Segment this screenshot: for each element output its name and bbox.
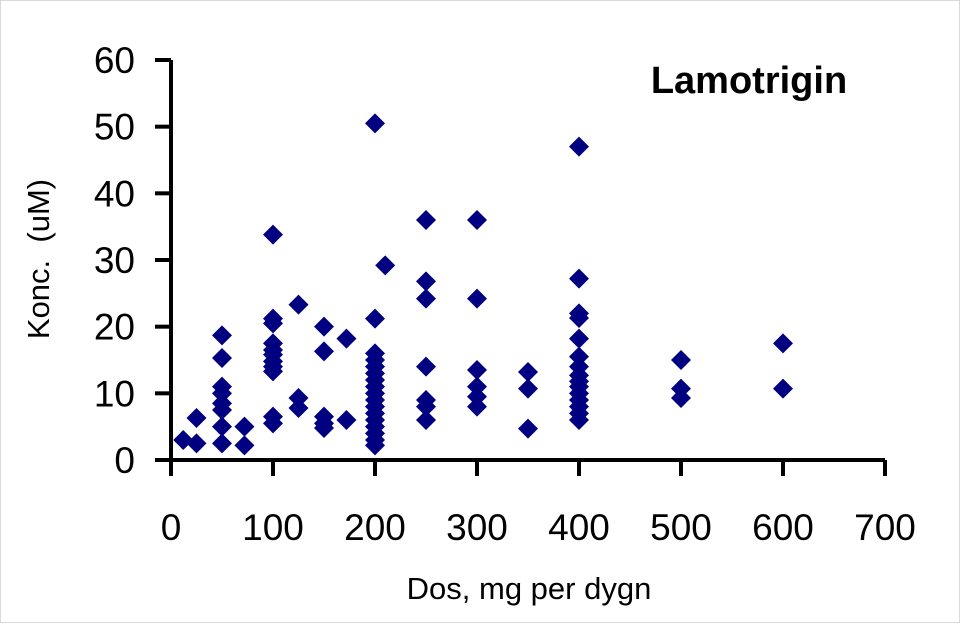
x-tick-label: 200 [344,507,406,548]
data-point [314,316,334,337]
data-point [263,224,283,245]
data-point [518,362,538,382]
x-tick-label: 100 [242,507,304,548]
data-point [212,348,232,368]
data-point [416,271,436,292]
data-point [336,328,357,349]
data-point [212,433,232,454]
y-tick-label: 20 [94,307,135,348]
data-point [467,396,487,417]
data-point [288,398,309,418]
data-point [263,361,283,382]
data-point [416,356,436,377]
data-point [416,288,436,309]
data-point [314,341,334,362]
data-point [569,328,589,349]
data-point [773,378,793,399]
data-point [416,396,436,417]
x-tick-label: 0 [161,507,182,548]
data-point [365,308,385,329]
data-point [365,113,385,134]
data-point [263,313,283,334]
data-point [518,378,538,399]
data-point [365,435,385,456]
x-tick-label: 600 [752,507,814,548]
chart-title: Lamotrigin [651,60,847,102]
y-axis-title: Konc. (uM) [21,179,56,339]
data-point [212,400,232,420]
data-point [671,350,691,370]
data-point [569,308,589,328]
data-point [569,136,589,157]
data-point [375,255,396,276]
y-tick-label: 40 [94,173,135,214]
data-point [212,416,232,437]
data-point [186,433,207,454]
x-tick-label: 500 [650,507,712,548]
data-point [467,210,487,230]
data-point [263,413,283,434]
data-point [212,325,232,346]
data-point [314,418,334,438]
x-tick-label: 300 [446,507,508,548]
y-tick-label: 10 [94,373,135,414]
y-tick-label: 60 [94,40,135,81]
data-point [288,294,309,315]
data-point [671,388,691,408]
data-point [569,268,589,289]
data-point [518,418,538,439]
data-points [173,113,793,456]
data-point [773,333,793,354]
y-tick-label: 50 [94,107,135,148]
x-axis-ticks: 0 100 200 300 400 500 600 700 [161,460,916,548]
data-point [186,408,207,428]
data-point [336,410,357,430]
x-tick-label: 700 [854,507,916,548]
x-axis-title: Dos, mg per dygn [407,571,652,606]
data-point [416,210,436,230]
y-tick-label: 0 [114,440,135,481]
data-point [569,410,589,430]
data-point [467,288,487,309]
data-point [416,410,436,430]
x-tick-label: 400 [548,507,610,548]
data-point [234,435,255,456]
y-tick-label: 30 [94,240,135,281]
y-axis-ticks: 0 10 20 30 40 50 60 [94,40,171,481]
data-point [234,416,255,437]
data-point [467,360,487,380]
